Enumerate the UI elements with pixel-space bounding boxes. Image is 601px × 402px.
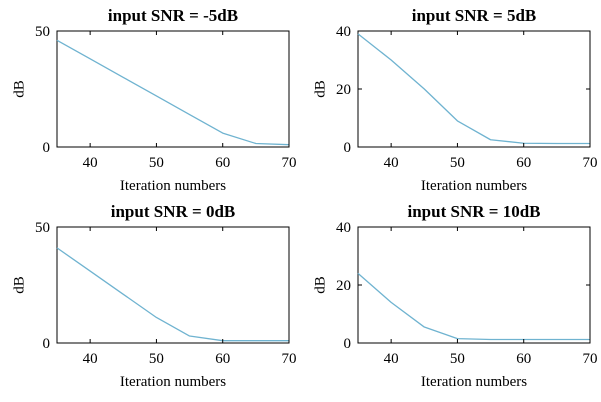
x-tick-label: 70 (583, 155, 598, 171)
series-line (56, 39, 290, 146)
x-tick-label: 40 (83, 155, 98, 171)
y-axis-label: dB (312, 276, 328, 294)
x-axis-label: Iteration numbers (120, 178, 226, 194)
y-axis-label: dB (11, 80, 27, 98)
x-tick-label: 60 (215, 155, 230, 171)
y-tick-label: 20 (336, 82, 351, 98)
x-axis-label: Iteration numbers (421, 178, 527, 194)
y-tick-label: 0 (43, 336, 51, 352)
chart-title: input SNR = 0dB (111, 202, 236, 221)
y-tick-label: 0 (344, 140, 352, 156)
y-tick-label: 50 (35, 220, 50, 236)
plot-area (357, 30, 591, 148)
x-tick-label: 60 (516, 155, 531, 171)
series-line (357, 272, 590, 341)
x-tick-label: 40 (83, 351, 98, 367)
plot-area (56, 226, 290, 344)
x-tick-label: 70 (282, 155, 297, 171)
chart-title: input SNR = 5dB (412, 6, 537, 25)
subplot-4: 40 50 60 70 0 20 40 input SNR = 10dB Iteration n… (312, 202, 597, 390)
x-tick-label: 50 (450, 155, 465, 171)
y-axis-label: dB (312, 80, 328, 98)
x-tick-label: 70 (583, 351, 598, 367)
x-tick-label: 50 (149, 155, 164, 171)
chart-title: input SNR = -5dB (108, 6, 238, 25)
series-line (56, 247, 289, 342)
y-tick-label: 20 (336, 278, 351, 294)
plot-area (56, 30, 290, 148)
subplot-1: 40 50 60 70 0 50 input SNR = -5dB Iteration num… (11, 6, 296, 194)
x-tick-label: 50 (149, 351, 164, 367)
y-tick-label: 40 (336, 24, 351, 40)
x-tick-label: 60 (516, 351, 531, 367)
x-tick-label: 60 (215, 351, 230, 367)
y-tick-label: 0 (43, 140, 51, 156)
x-tick-label: 40 (384, 351, 399, 367)
x-tick-label: 70 (282, 351, 297, 367)
plot-area (357, 226, 591, 344)
y-axis-label: dB (11, 276, 27, 294)
x-axis-label: Iteration numbers (120, 374, 226, 390)
y-tick-label: 50 (35, 24, 50, 40)
y-tick-label: 40 (336, 220, 351, 236)
y-tick-label: 0 (344, 336, 352, 352)
x-tick-label: 50 (450, 351, 465, 367)
subplot-3: 40 50 60 70 0 50 input SNR = 0dB Iteration numb… (11, 202, 296, 390)
x-axis-label: Iteration numbers (421, 374, 527, 390)
chart-title: input SNR = 10dB (408, 202, 541, 221)
x-tick-label: 40 (384, 155, 399, 171)
series-line (357, 33, 590, 145)
subplot-2: 40 50 60 70 0 20 40 input SNR = 5dB Iteration nu… (312, 6, 597, 194)
